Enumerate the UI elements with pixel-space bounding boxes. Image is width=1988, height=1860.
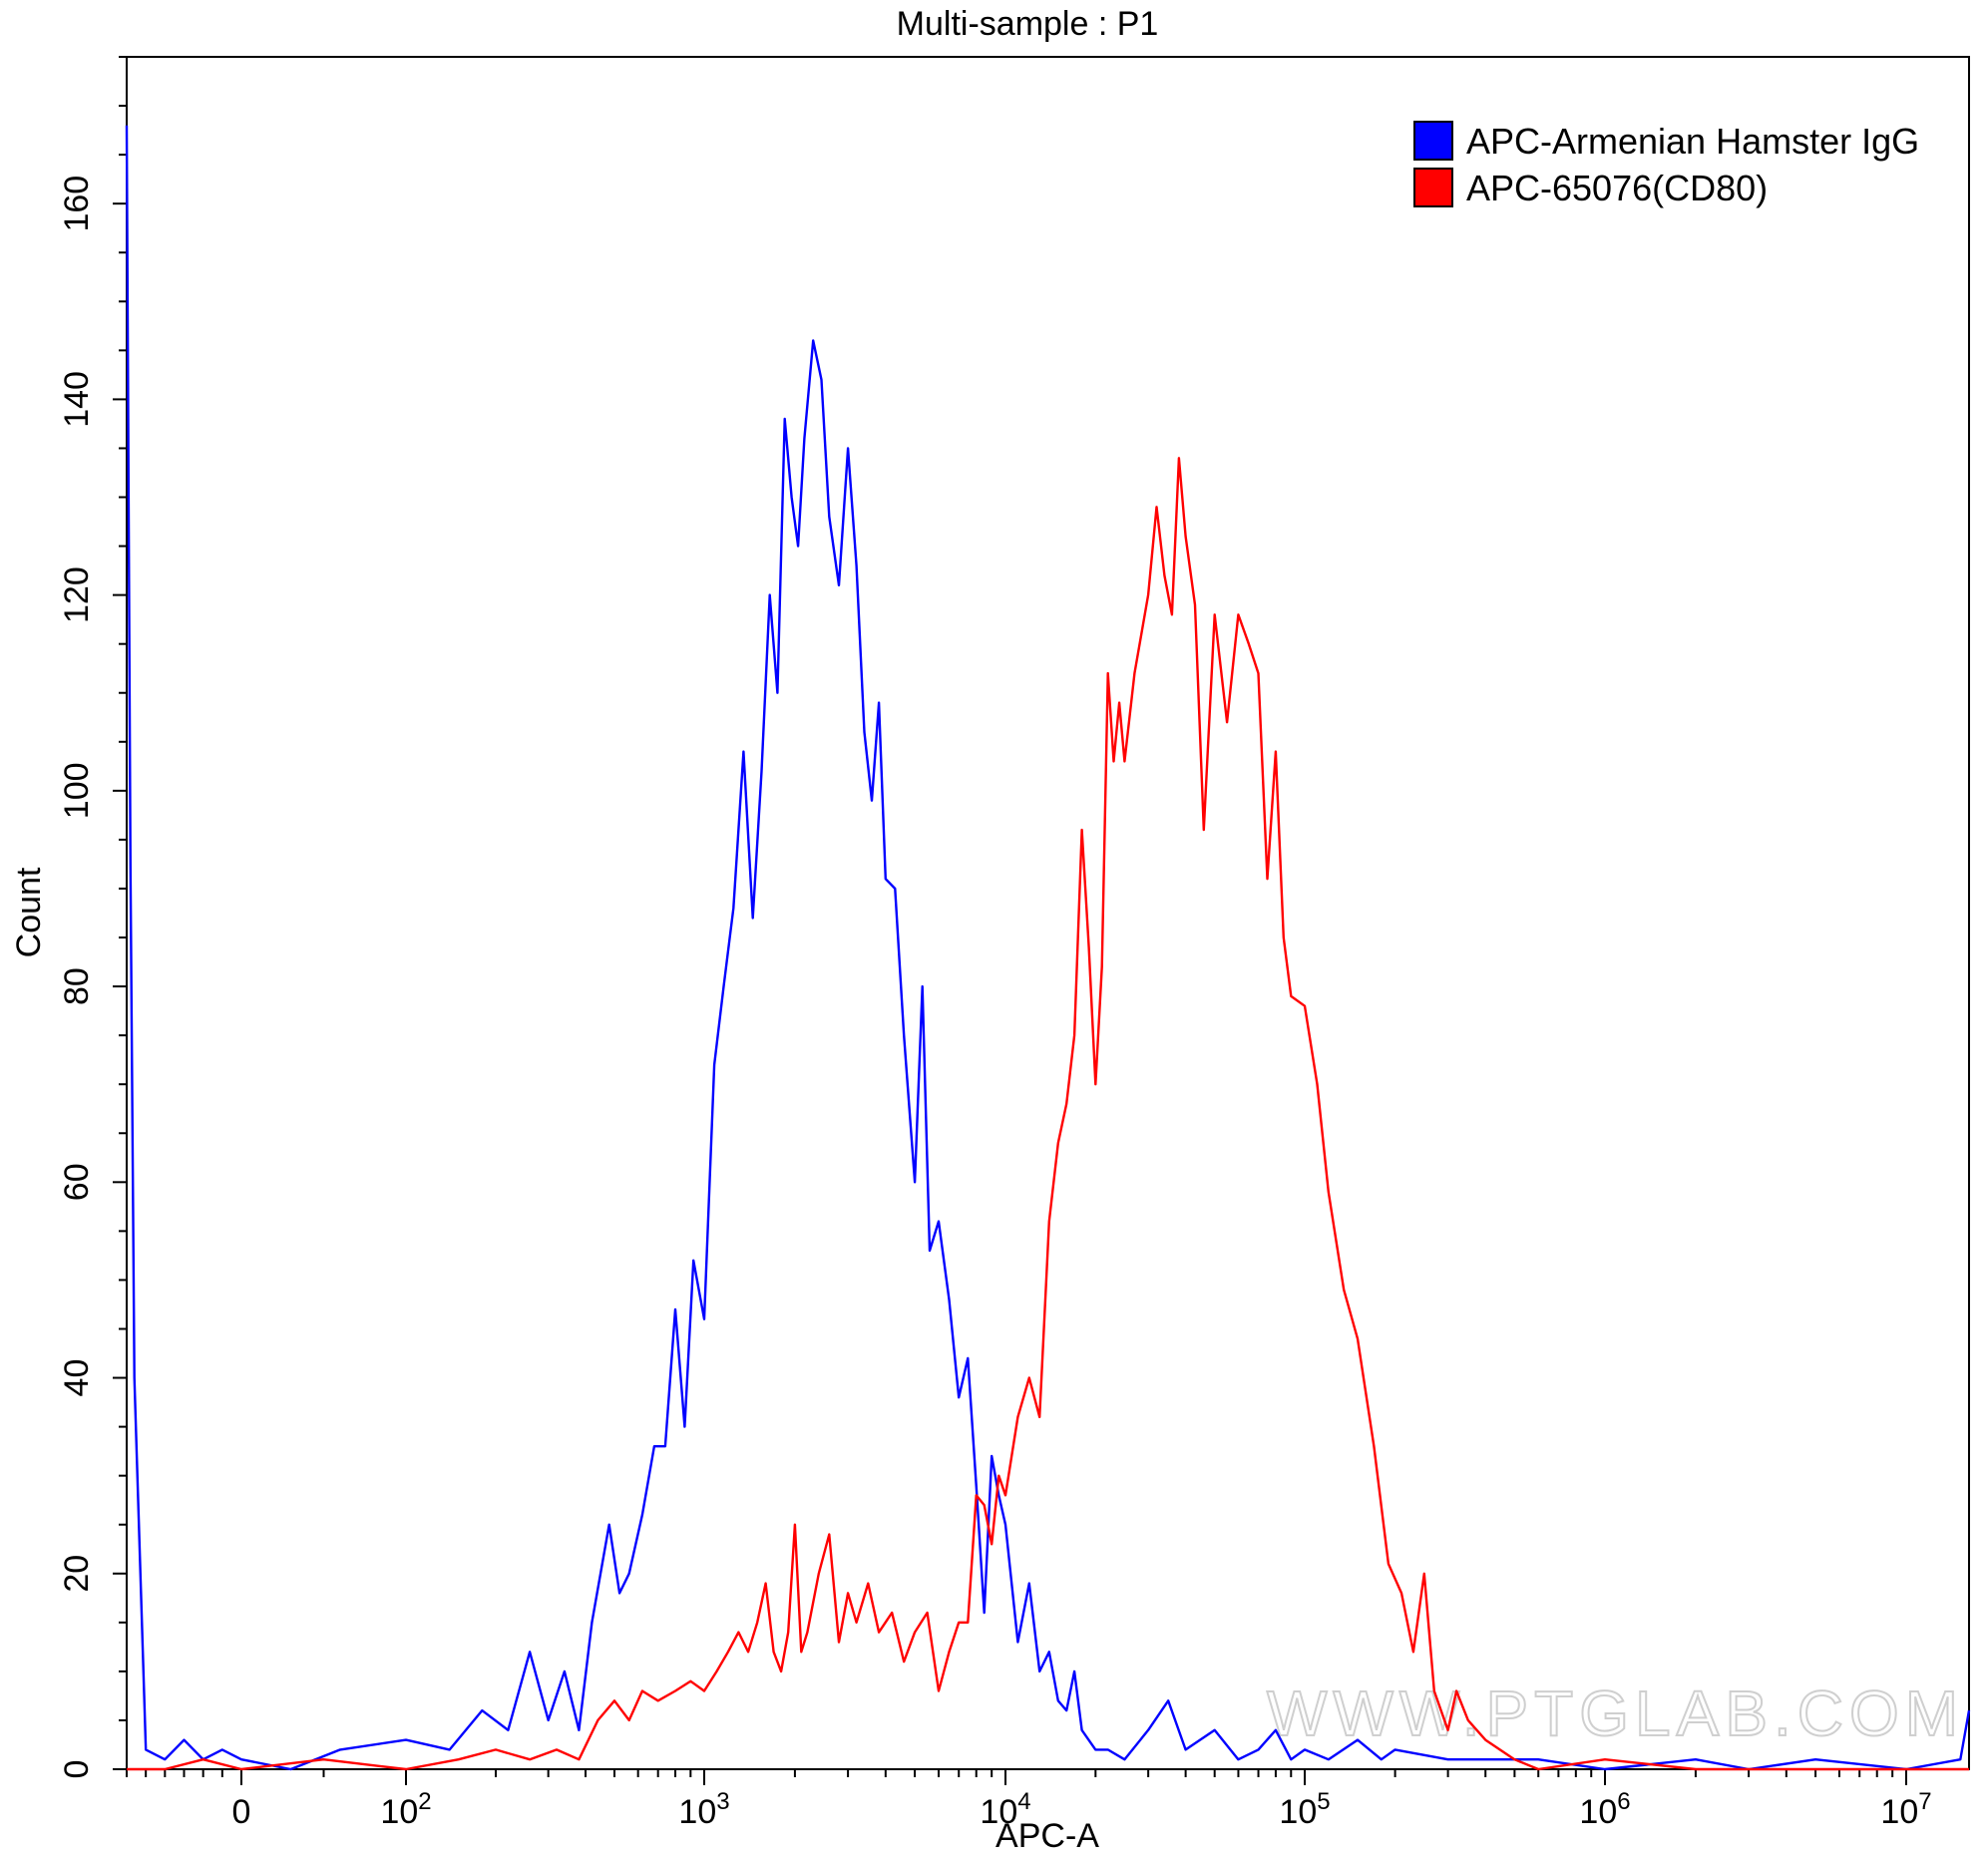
y-tick-label: 160: [58, 176, 96, 232]
plot-frame: [126, 56, 1970, 1770]
x-axis-label: APC-A: [995, 1817, 1099, 1855]
y-tick-label: 80: [58, 967, 96, 1005]
x-tick-label: 106: [1579, 1788, 1630, 1831]
x-tick-label: 105: [1279, 1788, 1330, 1831]
legend-swatch-igg: [1413, 121, 1453, 161]
y-tick-label: 20: [58, 1555, 96, 1593]
legend: APC-Armenian Hamster IgG APC-65076(CD80): [1413, 121, 1919, 208]
y-tick-label: 40: [58, 1359, 96, 1397]
x-tick-label: 102: [380, 1788, 431, 1831]
series-line-igg: [125, 125, 1971, 1771]
legend-label-cd80: APC-65076(CD80): [1466, 168, 1768, 208]
legend-swatch-cd80: [1413, 168, 1453, 207]
y-tick-label: 0: [58, 1760, 96, 1779]
y-axis-label: Count: [10, 867, 48, 957]
y-tick-label: 140: [58, 371, 96, 428]
x-tick-label: 0: [232, 1793, 251, 1831]
watermark: WWW.PTGLAB.COM: [1267, 1677, 1964, 1749]
x-tick-label: 107: [1880, 1788, 1931, 1831]
series-line-cd80: [127, 457, 1969, 1771]
y-tick-label: 100: [58, 762, 96, 819]
legend-label-igg: APC-Armenian Hamster IgG: [1466, 121, 1919, 162]
chart-title: Multi-sample : P1: [897, 5, 1159, 43]
y-tick-label: 60: [58, 1163, 96, 1201]
x-tick-label: 104: [980, 1788, 1030, 1831]
x-tick-label: 103: [678, 1788, 729, 1831]
y-tick-label: 120: [58, 566, 96, 623]
